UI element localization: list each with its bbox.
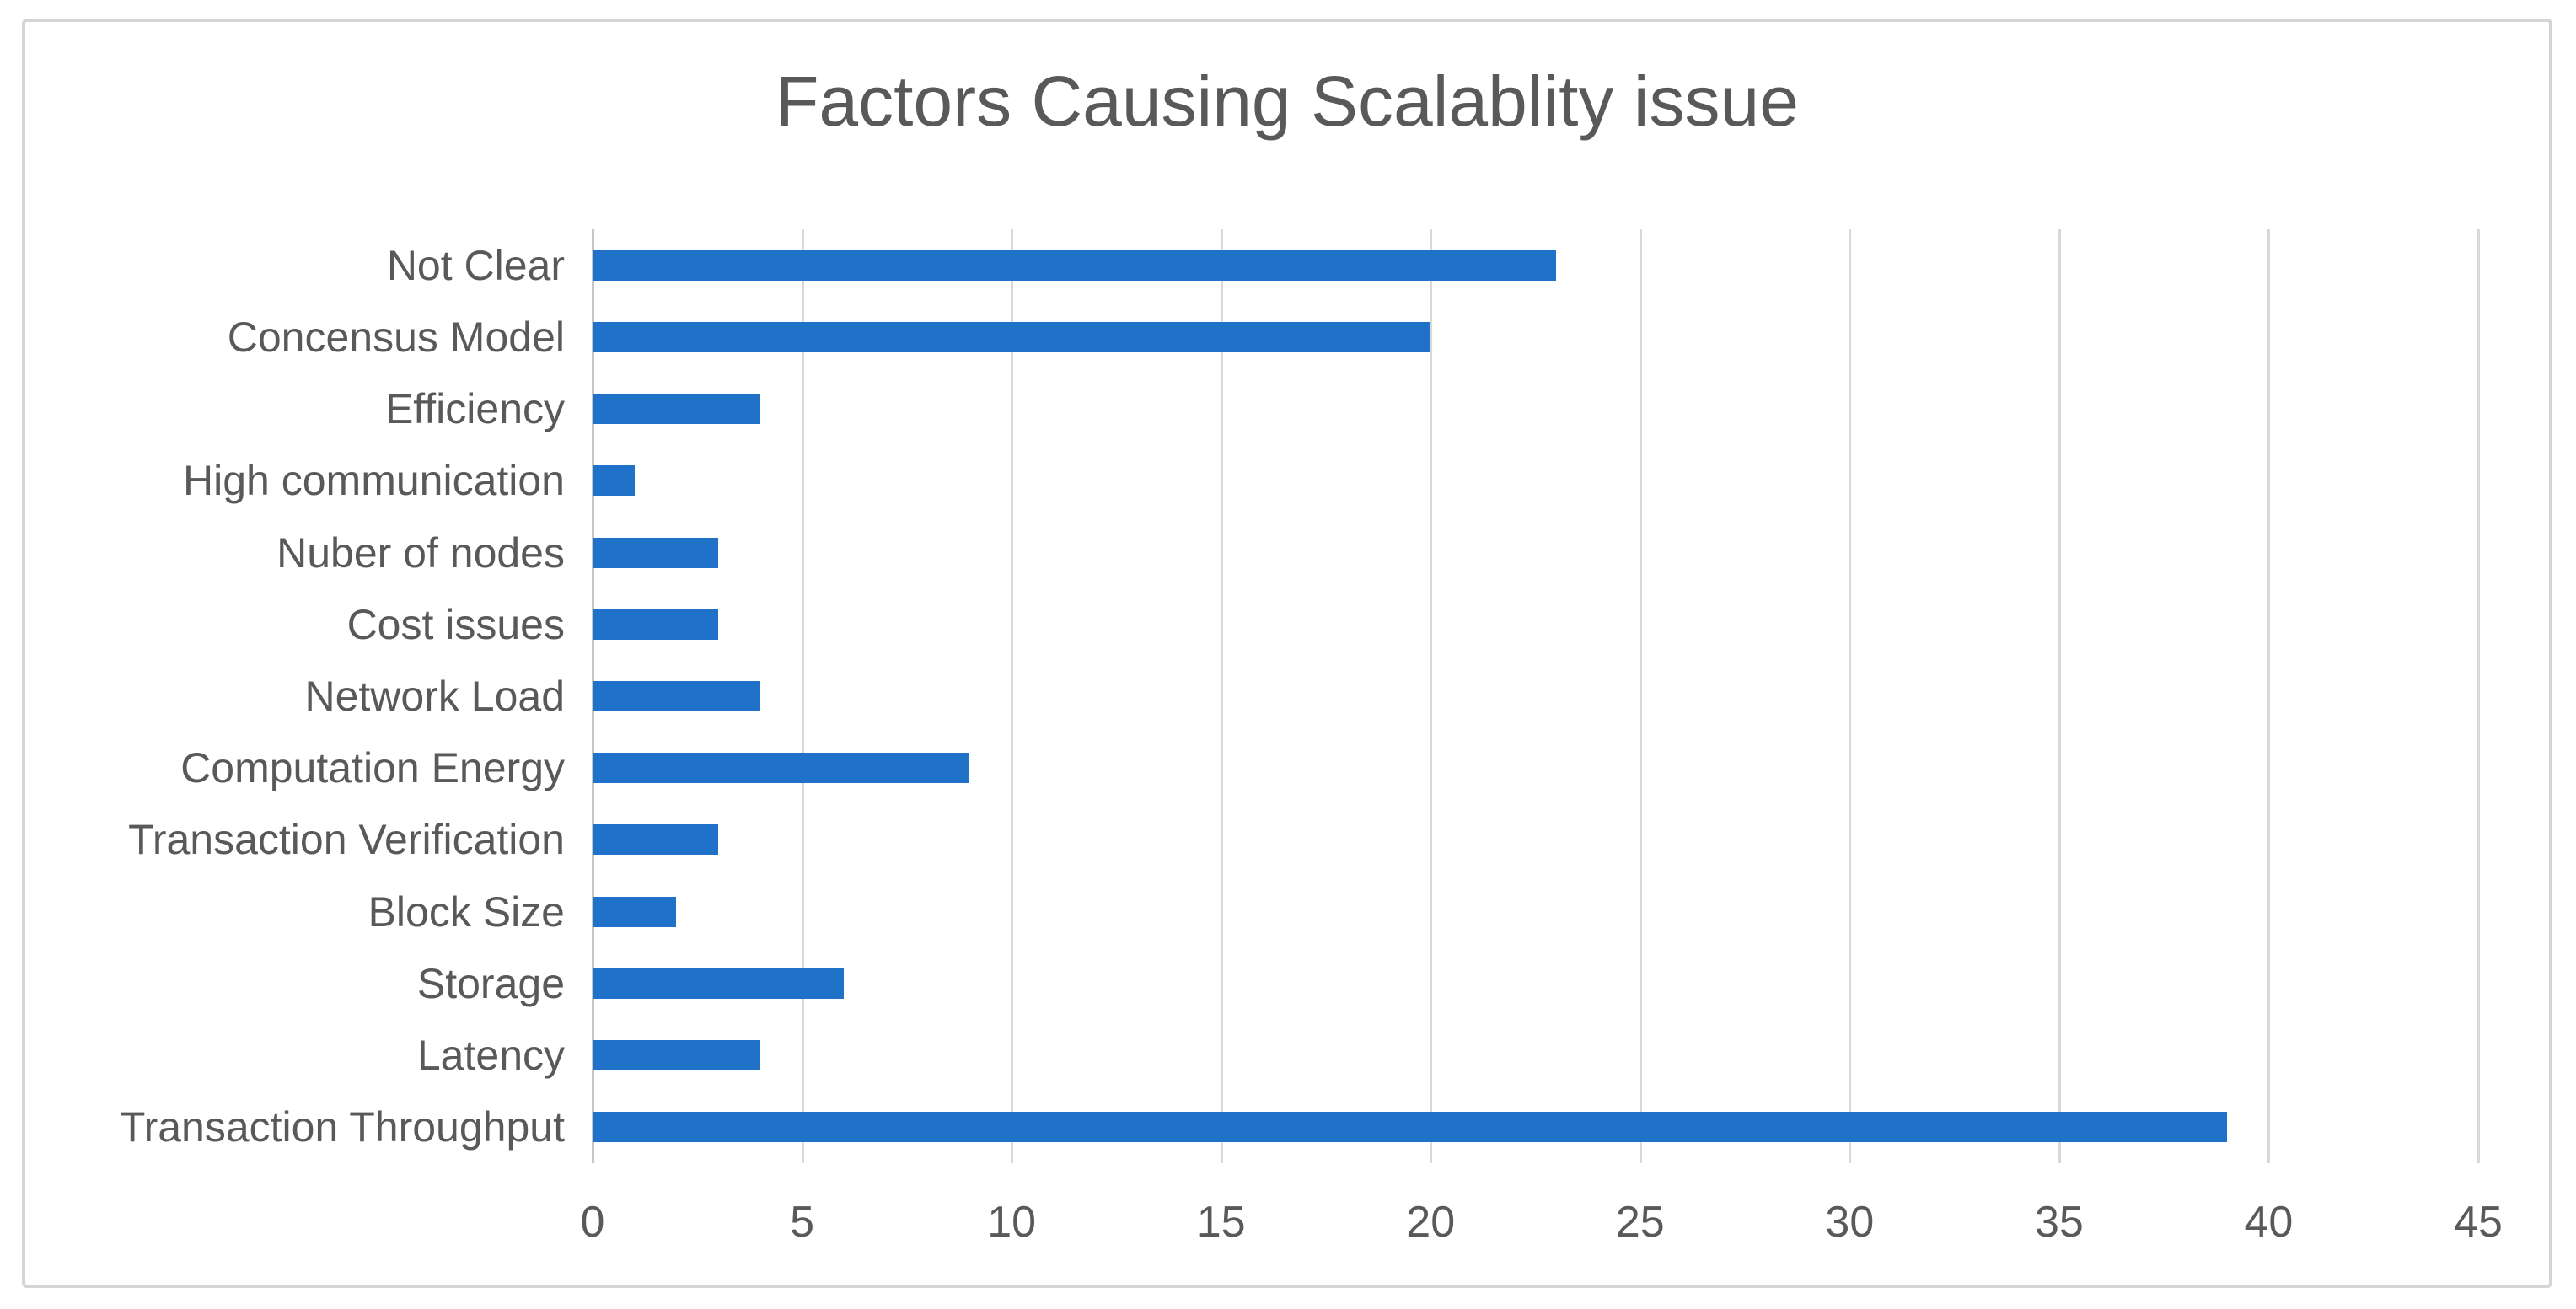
bar bbox=[593, 537, 719, 568]
bar bbox=[593, 249, 1557, 281]
x-tick-label: 40 bbox=[2244, 1198, 2294, 1247]
gridline bbox=[1430, 229, 1433, 1163]
category-label: Cost issues bbox=[346, 600, 565, 648]
bar bbox=[593, 1040, 760, 1071]
bar bbox=[593, 394, 760, 425]
bar bbox=[593, 465, 635, 496]
x-tick-label: 5 bbox=[790, 1198, 815, 1247]
x-tick-label: 35 bbox=[2034, 1198, 2084, 1247]
x-tick-label: 45 bbox=[2454, 1198, 2503, 1247]
category-label: Transaction Throughput bbox=[119, 1103, 565, 1151]
bar bbox=[593, 1112, 2227, 1143]
x-tick-label: 10 bbox=[987, 1198, 1037, 1247]
x-tick-label: 15 bbox=[1196, 1198, 1246, 1247]
bar bbox=[593, 753, 970, 784]
x-tick-label: 20 bbox=[1406, 1198, 1456, 1247]
gridline bbox=[1220, 229, 1223, 1163]
bar bbox=[593, 968, 845, 999]
category-label: Not Clear bbox=[386, 241, 565, 289]
category-label: Network Load bbox=[304, 673, 566, 720]
category-label: Storage bbox=[416, 959, 565, 1007]
chart-figure: Factors Causing Scalablity issue Not Cle… bbox=[22, 19, 2552, 1288]
bar bbox=[593, 321, 1431, 352]
gridline bbox=[801, 229, 804, 1163]
x-tick-label: 0 bbox=[580, 1198, 605, 1247]
category-label: Concensus Model bbox=[227, 313, 565, 361]
category-label: Computation Energy bbox=[180, 744, 565, 792]
gridline bbox=[2058, 229, 2061, 1163]
gridline bbox=[1849, 229, 1852, 1163]
gridline bbox=[2477, 229, 2480, 1163]
plot-area bbox=[592, 229, 2480, 1163]
bar bbox=[593, 896, 677, 927]
category-label: Efficiency bbox=[384, 385, 565, 433]
gridline bbox=[1011, 229, 1014, 1163]
bar bbox=[593, 681, 760, 711]
gridline bbox=[2267, 229, 2271, 1163]
category-label: Block Size bbox=[368, 888, 565, 936]
x-tick-label: 30 bbox=[1825, 1198, 1875, 1247]
chart-title: Factors Causing Scalablity issue bbox=[775, 62, 1799, 141]
category-label: Nuber of nodes bbox=[276, 528, 565, 577]
bar bbox=[593, 609, 719, 640]
x-tick-label: 25 bbox=[1615, 1198, 1665, 1247]
category-label: Latency bbox=[416, 1032, 565, 1080]
category-label: High communication bbox=[183, 457, 565, 505]
bar bbox=[593, 824, 719, 856]
category-label: Transaction Verification bbox=[128, 816, 565, 864]
gridline bbox=[1639, 229, 1642, 1163]
